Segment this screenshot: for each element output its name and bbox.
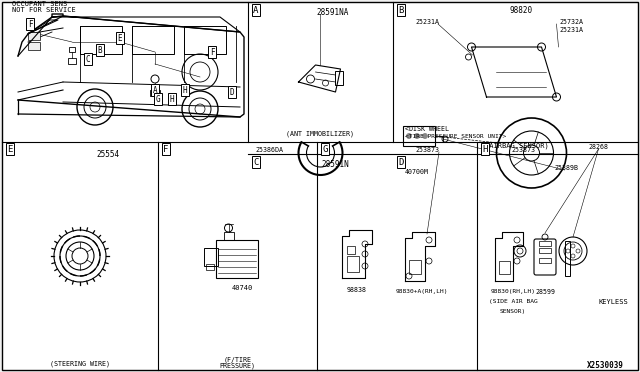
Bar xyxy=(184,26,226,54)
Bar xyxy=(205,264,214,270)
Bar xyxy=(216,240,257,278)
Text: 40740: 40740 xyxy=(232,285,253,291)
Bar xyxy=(539,248,551,253)
Text: E: E xyxy=(118,33,122,42)
Text: <TIRE PRESSURE SENSOR UNIT>: <TIRE PRESSURE SENSOR UNIT> xyxy=(405,134,506,138)
Text: F: F xyxy=(210,48,214,57)
Bar xyxy=(347,256,359,272)
Text: (ANT IMMOBILIZER): (ANT IMMOBILIZER) xyxy=(287,131,355,137)
Text: X2530039: X2530039 xyxy=(586,360,623,369)
Text: 25231A: 25231A xyxy=(559,27,584,33)
Text: 28268: 28268 xyxy=(589,144,609,150)
Bar xyxy=(335,71,344,85)
Bar xyxy=(132,26,174,54)
Bar xyxy=(69,47,75,52)
Text: (F/TIRE: (F/TIRE xyxy=(223,357,252,363)
Text: (AIRBAG SENSOR): (AIRBAG SENSOR) xyxy=(484,143,548,149)
Text: A: A xyxy=(153,86,157,94)
Text: G: G xyxy=(156,94,160,103)
Text: KEYLESS: KEYLESS xyxy=(598,299,628,305)
Text: 25231A: 25231A xyxy=(415,19,439,25)
Bar xyxy=(28,32,40,40)
Text: 28591N: 28591N xyxy=(322,160,349,169)
Text: H: H xyxy=(483,144,488,154)
Text: 98830+A(RH,LH): 98830+A(RH,LH) xyxy=(396,289,448,295)
Circle shape xyxy=(406,134,412,138)
Text: F: F xyxy=(28,19,32,29)
Text: (STEERING WIRE): (STEERING WIRE) xyxy=(50,361,110,367)
Text: 98830(RH,LH): 98830(RH,LH) xyxy=(490,289,536,295)
Text: G: G xyxy=(323,144,328,154)
Text: <DISK WHEEL: <DISK WHEEL xyxy=(405,126,449,132)
Bar xyxy=(539,241,551,246)
Text: 253873: 253873 xyxy=(511,147,536,153)
Bar xyxy=(539,258,551,263)
Text: 25389B: 25389B xyxy=(554,165,579,171)
Circle shape xyxy=(415,134,419,138)
Text: NOT FOR SERVICE: NOT FOR SERVICE xyxy=(12,7,76,13)
Bar xyxy=(204,248,218,266)
Text: C: C xyxy=(86,55,90,64)
Bar xyxy=(435,136,443,142)
Text: 40700M: 40700M xyxy=(405,169,429,175)
Text: A: A xyxy=(253,6,259,15)
Bar xyxy=(68,58,76,64)
Bar xyxy=(499,261,510,274)
Bar xyxy=(223,232,234,240)
Text: 253873: 253873 xyxy=(415,147,439,153)
Bar xyxy=(565,241,570,276)
Text: OCCUPANT SENS: OCCUPANT SENS xyxy=(12,1,67,7)
Text: E: E xyxy=(7,144,13,154)
Text: 28591NA: 28591NA xyxy=(316,7,349,16)
Text: SENSOR): SENSOR) xyxy=(500,308,526,314)
Bar xyxy=(347,246,355,254)
Text: 28599: 28599 xyxy=(535,289,555,295)
Text: D: D xyxy=(398,157,404,167)
Text: 25554: 25554 xyxy=(97,150,120,158)
Text: D: D xyxy=(230,87,234,96)
Text: F: F xyxy=(163,144,169,154)
Text: (SIDE AIR BAG: (SIDE AIR BAG xyxy=(488,299,538,305)
Text: PRESSURE): PRESSURE) xyxy=(220,363,255,369)
Text: B: B xyxy=(398,6,404,15)
Text: C: C xyxy=(253,157,259,167)
Text: B: B xyxy=(98,45,102,55)
Text: 25386DA: 25386DA xyxy=(255,147,284,153)
Bar xyxy=(28,42,40,50)
Bar xyxy=(80,26,122,54)
Bar xyxy=(403,126,435,146)
Text: 25732A: 25732A xyxy=(559,19,584,25)
Text: 98820: 98820 xyxy=(510,6,533,15)
Text: 98838: 98838 xyxy=(347,287,367,293)
Circle shape xyxy=(422,134,428,138)
Bar xyxy=(150,90,160,96)
Text: H: H xyxy=(182,86,188,94)
Bar xyxy=(409,260,421,274)
Text: H: H xyxy=(170,94,174,103)
